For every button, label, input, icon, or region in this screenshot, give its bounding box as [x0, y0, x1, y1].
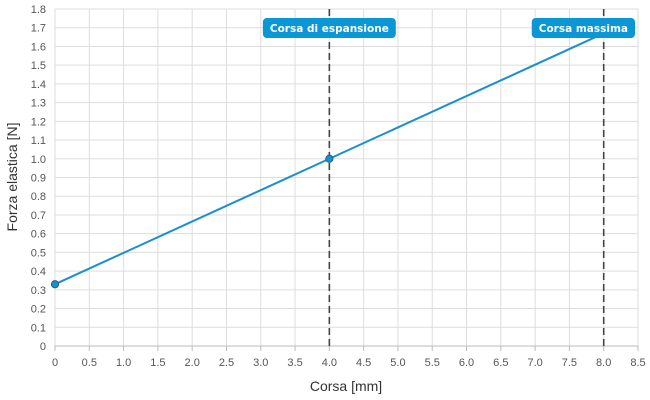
y-tick-label: 0.9	[31, 173, 46, 185]
x-tick-label: 7.5	[562, 357, 577, 369]
y-tick-label: 1.0	[31, 154, 46, 166]
y-tick-label: 1.2	[31, 116, 46, 128]
x-axis-ticks: 0 0.5 1.0 1.5 2.0 2.5 3.0 3.5 4.0 4.5 5.0 5.5 6.0 6.5…	[52, 357, 646, 369]
x-tick-label: 2.5	[219, 357, 234, 369]
y-tick-label: 0.3	[31, 285, 46, 297]
y-tick-label: 1.1	[31, 135, 46, 147]
x-axis-label: Corsa [mm]	[310, 378, 382, 394]
grid	[54, 8, 639, 347]
x-tick-label: 0.5	[82, 357, 97, 369]
annotation-badge: Corsa di espansione	[262, 18, 396, 38]
y-tick-label: 1.6	[31, 41, 46, 53]
annotation-label: Corsa di espansione	[270, 23, 389, 35]
data-point	[325, 154, 334, 163]
y-tick-label: 0.7	[31, 210, 46, 222]
x-tick-label: 4.0	[322, 357, 337, 369]
x-tick-label: 7.0	[527, 357, 542, 369]
x-tick-label: 5.0	[390, 357, 405, 369]
y-axis-label: Forza elastica [N]	[4, 123, 20, 232]
series-group	[50, 32, 605, 289]
x-tick-label: 3.5	[287, 357, 302, 369]
axes	[54, 345, 639, 351]
annotation-label: Corsa massima	[539, 23, 628, 35]
x-tick-label: 6.5	[493, 357, 508, 369]
x-tick-label: 2.0	[185, 357, 200, 369]
x-tick-label: 8.0	[596, 357, 611, 369]
x-tick-label: 8.5	[630, 357, 645, 369]
y-tick-label: 1.5	[31, 60, 46, 72]
annotation-badge: Corsa massima	[531, 18, 635, 38]
x-tick-label: 6.0	[459, 357, 474, 369]
x-tick-label: 5.5	[425, 357, 440, 369]
y-tick-label: 1.4	[31, 79, 46, 91]
y-tick-label: 0.1	[31, 322, 46, 334]
x-tick-label: 1.0	[116, 357, 131, 369]
y-tick-label: 0.6	[31, 229, 46, 241]
x-tick-label: 0	[52, 357, 58, 369]
y-tick-label: 0.4	[31, 266, 46, 278]
x-tick-label: 4.5	[356, 357, 371, 369]
y-tick-label: 0.8	[31, 191, 46, 203]
data-point	[50, 280, 60, 289]
y-tick-label: 1.7	[31, 23, 46, 35]
annotations: Corsa di espansione Corsa massima	[262, 18, 635, 38]
y-tick-label: 0.2	[31, 304, 46, 316]
y-tick-label: 1.3	[31, 98, 46, 110]
annotation-badge-background	[531, 18, 635, 38]
y-axis-ticks: 0 0.1 0.2 0.3 0.4 0.5 0.6 0.7 0.8 0.9 1.0 1.1 1.2 1.3…	[31, 4, 46, 353]
annotation-badge-background	[262, 18, 396, 38]
y-tick-label: 0	[40, 341, 46, 353]
y-tick-label: 1.8	[31, 4, 46, 16]
x-tick-label: 1.5	[150, 357, 165, 369]
y-tick-label: 0.5	[31, 247, 46, 259]
x-tick-label: 3.0	[253, 357, 268, 369]
reference-lines	[328, 9, 605, 346]
